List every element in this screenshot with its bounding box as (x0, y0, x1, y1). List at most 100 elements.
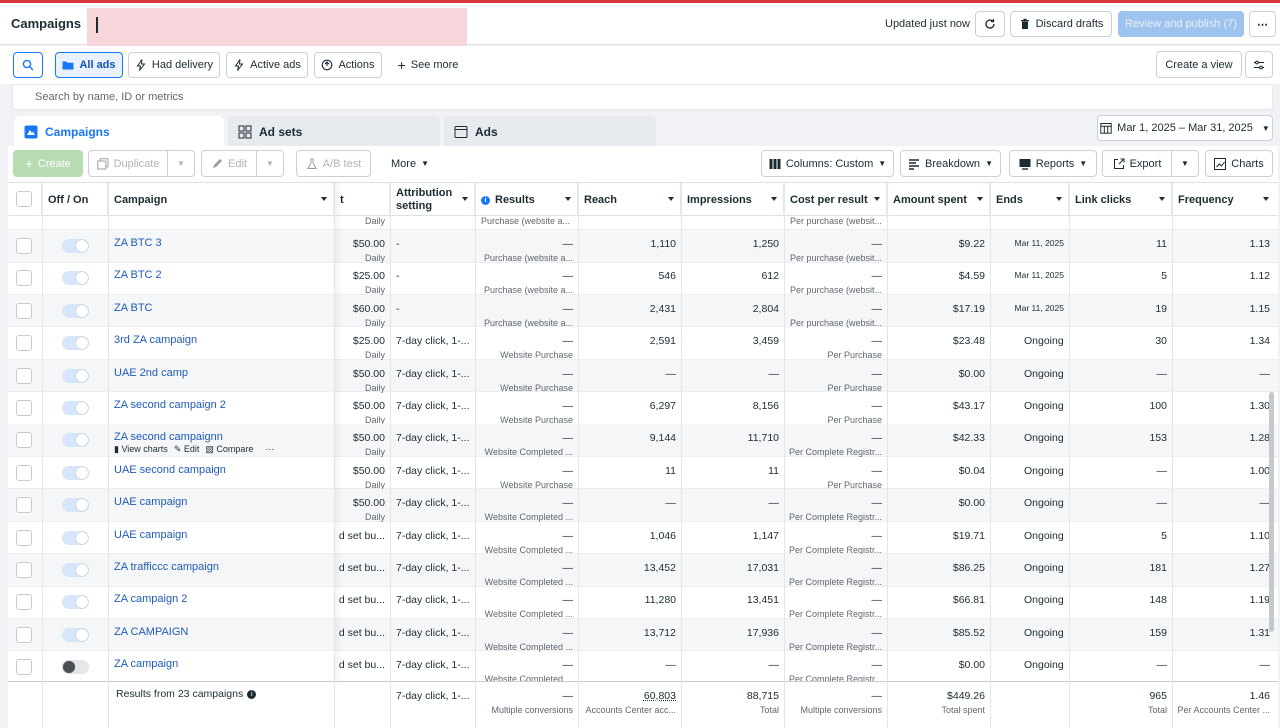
duplicate-dropdown[interactable]: ▼ (167, 150, 195, 177)
row-checkbox[interactable] (16, 497, 32, 514)
filter-active-ads[interactable]: Active ads (226, 52, 308, 78)
export-dropdown[interactable]: ▼ (1171, 150, 1199, 177)
tab-ad-sets[interactable]: Ad sets (228, 116, 440, 148)
discard-drafts-button[interactable]: Discard drafts (1010, 11, 1112, 37)
tab-ads[interactable]: Ads (444, 116, 656, 148)
table-row[interactable]: UAE campaign $50.00 Daily 7-day click, 1-..… (8, 489, 1278, 522)
table-row[interactable]: ZA campaign d set bu... 7-day click, 1-...… (8, 651, 1278, 684)
row-checkbox[interactable] (16, 432, 32, 449)
filter-had-delivery[interactable]: Had delivery (128, 52, 220, 78)
filter-actions[interactable]: Actions (314, 52, 382, 78)
table-row[interactable]: ZA second campaign 2 $50.00 Daily 7-day cli… (8, 392, 1278, 425)
row-checkbox[interactable] (16, 464, 32, 481)
columns-button[interactable]: Columns: Custom ▼ (761, 150, 894, 177)
campaign-name-link[interactable]: ZA BTC 3 (114, 237, 162, 249)
filter-all-ads[interactable]: All ads (55, 52, 123, 78)
campaign-toggle[interactable] (62, 530, 89, 545)
campaign-name-link[interactable]: ZA campaign 2 (114, 593, 188, 606)
campaign-toggle[interactable] (62, 303, 89, 318)
more-button[interactable]: More ▼ (380, 150, 440, 177)
table-row[interactable]: ZA second campaignn ▮ View charts ✎ Edit ▧ … (8, 424, 1278, 457)
campaign-name-link[interactable]: UAE 2nd camp (114, 366, 188, 379)
table-row[interactable]: UAE campaign d set bu... 7-day click, 1-..… (8, 522, 1278, 555)
view-charts-action[interactable]: ▮ View charts (114, 444, 168, 455)
vertical-scrollbar[interactable] (1269, 392, 1274, 632)
tab-campaigns[interactable]: Campaigns (14, 116, 224, 148)
table-row[interactable]: ZA trafficcc campaign d set bu... 7-day cl… (8, 554, 1278, 587)
compare-action[interactable]: ▧ Compare (205, 444, 254, 455)
view-settings-button[interactable] (1245, 51, 1273, 78)
row-checkbox[interactable] (16, 626, 32, 643)
edit-dropdown[interactable]: ▼ (256, 150, 284, 177)
campaign-name-link[interactable]: ZA BTC (114, 301, 153, 314)
campaign-name-link[interactable]: ZA second campaign 2 (114, 399, 226, 411)
draft-name-input[interactable] (87, 8, 467, 46)
info-icon[interactable]: i (247, 689, 257, 699)
table-row[interactable]: UAE 2nd camp $50.00 Daily 7-day click, 1-..… (8, 359, 1278, 393)
charts-button[interactable]: Charts (1205, 150, 1273, 177)
campaign-toggle[interactable] (62, 563, 89, 577)
campaign-toggle[interactable] (62, 627, 89, 642)
campaign-name-link[interactable]: ZA campaign (114, 658, 179, 671)
reports-button[interactable]: Reports ▼ (1009, 150, 1097, 177)
campaign-toggle[interactable] (62, 660, 89, 675)
campaign-name-link[interactable]: UAE campaign (114, 528, 188, 541)
row-checkbox[interactable] (16, 400, 32, 416)
campaign-name-link[interactable]: 3rd ZA campaign (114, 334, 198, 347)
col-amount-spent[interactable]: Amount spent (887, 183, 990, 217)
row-checkbox[interactable] (16, 594, 32, 611)
row-more-action[interactable]: ⋯ (265, 444, 275, 455)
campaign-toggle[interactable] (62, 271, 89, 286)
row-checkbox[interactable] (16, 529, 32, 546)
campaign-toggle[interactable] (62, 498, 89, 513)
campaign-name-link[interactable]: UAE second campaign (114, 463, 226, 476)
campaign-toggle[interactable] (62, 239, 89, 253)
campaign-toggle[interactable] (62, 433, 89, 448)
edit-action[interactable]: ✎ Edit (173, 444, 200, 455)
campaign-name-link[interactable]: ZA trafficcc campaign (114, 561, 219, 573)
col-ends[interactable]: Ends (990, 183, 1069, 217)
col-budget[interactable]: t (334, 183, 390, 217)
campaign-toggle[interactable] (62, 465, 89, 480)
col-attribution[interactable]: Attribution setting (390, 183, 475, 217)
see-more-button[interactable]: + See more (390, 52, 466, 78)
col-link-clicks[interactable]: Link clicks (1069, 183, 1172, 217)
row-checkbox[interactable] (16, 302, 32, 319)
summary-reach-value[interactable]: 60,803 (643, 690, 676, 702)
select-all-checkbox[interactable] (16, 191, 32, 207)
table-row[interactable]: ZA campaign 2 d set bu... 7-day click, 1-.… (8, 586, 1278, 619)
campaign-name-link[interactable]: UAE campaign (114, 496, 188, 509)
campaign-toggle[interactable] (62, 401, 89, 415)
row-checkbox[interactable] (16, 270, 32, 287)
campaign-toggle[interactable] (62, 368, 89, 383)
col-cost-per-result[interactable]: Cost per result (784, 183, 887, 217)
duplicate-button[interactable]: Duplicate (88, 150, 168, 177)
row-checkbox[interactable] (16, 659, 32, 676)
create-view-button[interactable]: Create a view (1156, 51, 1242, 78)
col-campaign[interactable]: Campaign (108, 183, 334, 217)
ab-test-button[interactable]: A/B test (296, 150, 371, 177)
table-row[interactable]: ZA CAMPAIGN d set bu... 7-day click, 1-...… (8, 618, 1278, 652)
col-reach[interactable]: Reach (578, 183, 681, 217)
table-row[interactable]: ZA BTC 3 $50.00 Daily - — Purchase (website a… (8, 230, 1278, 263)
table-row[interactable]: UAE second campaign $50.00 Daily 7-day clic… (8, 457, 1278, 490)
search-toggle-button[interactable] (13, 52, 43, 78)
col-impressions[interactable]: Impressions (681, 183, 784, 217)
campaign-toggle[interactable] (62, 595, 89, 610)
create-button[interactable]: + Create (13, 150, 83, 177)
table-row[interactable]: 3rd ZA campaign $25.00 Daily 7-day click, 1… (8, 327, 1278, 360)
col-results[interactable]: i Results (475, 183, 578, 217)
search-input[interactable] (13, 85, 1272, 109)
campaign-name-link[interactable]: ZA second campaignn (114, 431, 223, 444)
table-row[interactable]: ZA BTC 2 $25.00 Daily - — Purchase (website a… (8, 262, 1278, 295)
date-range-picker[interactable]: Mar 1, 2025 – Mar 31, 2025 ▼ (1097, 115, 1273, 141)
more-options-button[interactable]: ⋯ (1249, 11, 1276, 37)
breakdown-button[interactable]: Breakdown ▼ (900, 150, 1001, 177)
campaign-name-link[interactable]: ZA BTC 2 (114, 269, 162, 282)
row-checkbox[interactable] (16, 335, 32, 352)
review-publish-button[interactable]: Review and publish (7) (1118, 11, 1244, 37)
col-off-on[interactable]: Off / On (42, 183, 108, 217)
export-button[interactable]: Export (1102, 150, 1172, 177)
row-checkbox[interactable] (16, 238, 32, 254)
row-checkbox[interactable] (16, 562, 32, 578)
